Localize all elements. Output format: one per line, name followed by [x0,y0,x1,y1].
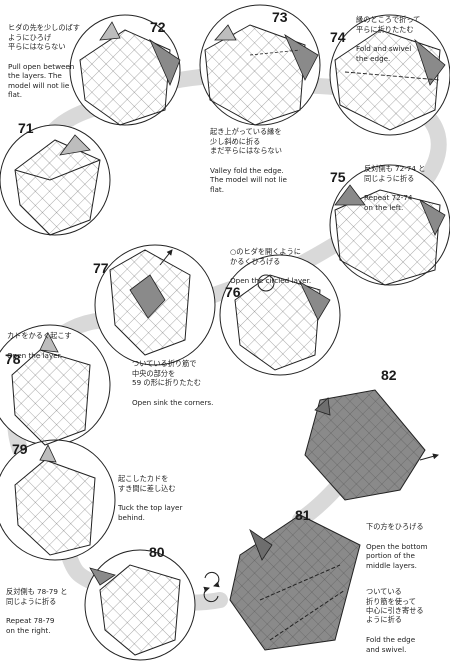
caption-75-en: Repeat 72-74 on the left. [364,193,413,212]
step-number-79: 79 [12,441,28,457]
origami-model-76 [234,274,331,371]
caption-76-ja: ○のヒダを開くように かるくひろげる [230,247,301,266]
step-number-80: 80 [149,544,165,560]
step-number-71: 71 [18,120,34,136]
caption-77-en: Open sink the corners. [132,397,214,407]
caption-75: 反対側も 72-74 と 同じように折る Repeat 72-74 on the… [364,155,444,222]
caption-81-ja: ついている 折り筋を使って 中心に引き寄せる ように折る [366,587,424,625]
origami-model-74 [334,29,446,131]
caption-74: 縁のところで折って 平らに折りたたむ Fold and swivel the e… [356,6,446,73]
turn-over-icon [203,571,220,603]
caption-73: 起き上がっている縁を 少し斜めに折る まだ平らにはならない Valley fol… [210,118,320,203]
origami-model-75 [334,184,446,286]
step-number-81: 81 [295,507,311,523]
caption-74-en: Fold and swivel the edge. [356,44,412,63]
caption-79-ja: 起こしたカドを すき間に差し込む [118,474,176,493]
caption-80-ja: 反対側も 78-79 と 同じように折る [6,587,68,606]
origami-model-79 [14,444,96,556]
origami-model-72 [79,21,181,126]
origami-model-80 [89,564,181,656]
caption-80-en: Repeat 78-79 on the right. [6,616,55,635]
caption-72: ヒダの先を少しのばす ようにひろげ 平らにはならない Pull open bet… [8,14,98,109]
step-number-75: 75 [330,169,346,185]
caption-78-ja: カドをかるく起こす [7,331,72,341]
caption-73-en: Valley fold the edge. The model will not… [210,165,287,194]
caption-79-en: Tuck the top layer behind. [118,503,183,522]
caption-74-ja: 縁のところで折って 平らに折りたたむ [356,15,421,34]
caption-81: ついている 折り筋を使って 中心に引き寄せる ように折る Fold the ed… [366,578,448,661]
caption-80: 反対側も 78-79 と 同じように折る Repeat 78-79 on the… [6,578,106,645]
caption-72-ja: ヒダの先を少しのばす ようにひろげ 平らにはならない [8,23,80,52]
caption-82-ja: 下の方をひろげる [366,522,424,532]
step-number-76: 76 [225,284,241,300]
caption-82: 下の方をひろげる Open the bottom portion of the … [366,513,448,580]
caption-72-en: Pull open between the layers. The model … [8,61,75,99]
caption-79: 起こしたカドを すき間に差し込む Tuck the top layer behi… [118,465,218,532]
step-number-72: 72 [150,19,166,35]
caption-78-en: Open the layer. [7,351,63,361]
caption-77: ついている折り筋で 中央の部分を 59 の形に折りたたむ Open sink t… [132,350,242,417]
step-number-73: 73 [272,9,288,25]
caption-76-en: Open the circled layer. [230,276,312,286]
origami-model-82 [304,389,439,501]
step-number-82: 82 [381,367,397,383]
origami-model-77 [109,249,191,356]
caption-75-ja: 反対側も 72-74 と 同じように折る [364,164,426,183]
origami-model-71 [14,134,101,236]
step-number-77: 77 [93,260,109,276]
caption-78: カドをかるく起こす Open the layer. [7,322,107,370]
caption-76: ○のヒダを開くように かるくひろげる Open the circled laye… [230,238,340,295]
origami-model-81 [229,514,361,651]
caption-77-ja: ついている折り筋で 中央の部分を 59 の形に折りたたむ [132,359,201,388]
caption-81-en: Fold the edge and swivel. [366,635,416,654]
origami-model-73 [204,24,319,126]
step-number-78: 78 [5,351,21,367]
step-number-74: 74 [330,29,346,45]
caption-82-en: Open the bottom portion of the middle la… [366,542,428,570]
origami-model-78 [11,332,91,446]
caption-73-ja: 起き上がっている縁を 少し斜めに折る まだ平らにはならない [210,127,282,156]
